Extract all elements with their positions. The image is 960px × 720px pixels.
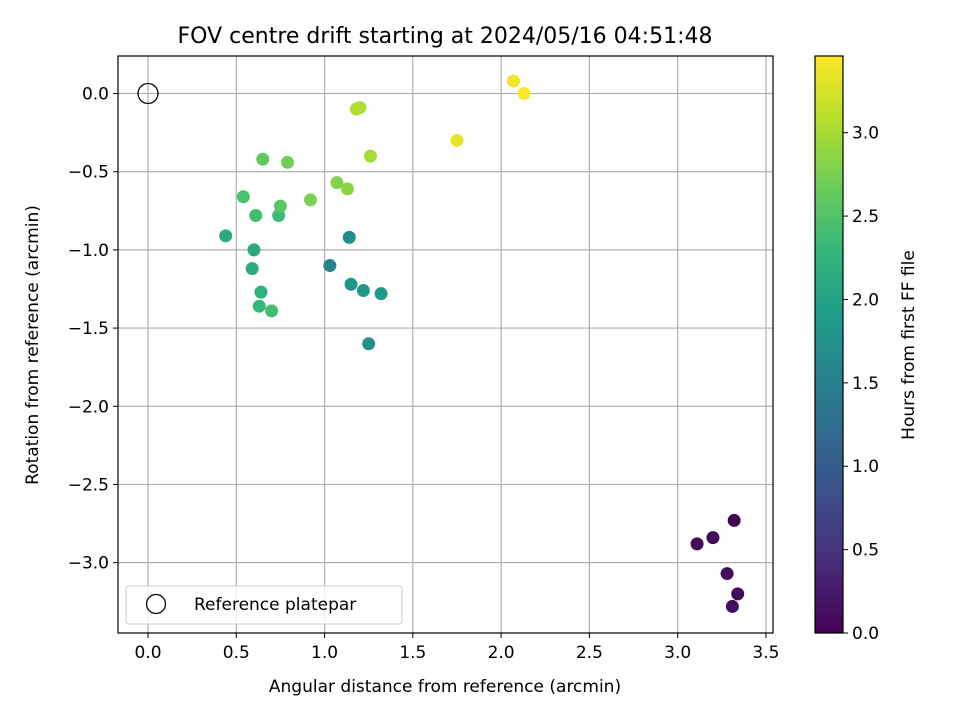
data-points <box>219 74 745 613</box>
y-axis-label: Rotation from reference (arcmin) <box>23 205 43 485</box>
x-tick-label: 3.5 <box>752 643 779 663</box>
x-tick-label: 1.0 <box>311 643 338 663</box>
colorbar-frame <box>814 55 844 634</box>
legend: Reference platepar <box>125 585 403 625</box>
legend-label: Reference platepar <box>194 595 356 615</box>
colorbar-label: Hours from first FF file <box>899 250 919 440</box>
x-tick-label: 0.0 <box>134 643 161 663</box>
y-tick-label: −2.0 <box>68 397 109 417</box>
x-axis-label: Angular distance from reference (arcmin) <box>269 677 621 697</box>
data-point <box>506 74 520 88</box>
colorbar-ticks: 0.0 0.5 1.0 1.5 2.0 2.5 3.0 <box>843 124 879 644</box>
data-point <box>247 243 261 257</box>
data-point <box>252 299 266 313</box>
y-tick-label: 0.0 <box>82 85 109 105</box>
data-point <box>330 176 344 190</box>
x-tick-label: 1.5 <box>399 643 426 663</box>
y-tick-label: −1.5 <box>68 319 109 339</box>
data-point <box>341 182 355 196</box>
colorbar: 0.0 0.5 1.0 1.5 2.0 2.5 3.0 Hours from first F… <box>814 55 919 644</box>
colorbar-tick-label: 3.0 <box>852 124 879 144</box>
x-axis-ticks: 0.0 0.5 1.0 1.5 2.0 2.5 3.0 3.5 <box>134 633 779 663</box>
x-tick-label: 2.5 <box>576 643 603 663</box>
data-point <box>280 155 294 169</box>
gridlines <box>118 56 773 633</box>
data-point <box>690 537 704 551</box>
data-point <box>254 285 268 299</box>
data-point <box>219 229 233 243</box>
reference-point <box>137 82 159 105</box>
plot-background <box>118 56 773 633</box>
y-tick-label: −1.0 <box>68 241 109 261</box>
colorbar-tick-label: 0.5 <box>852 541 879 561</box>
colorbar-tick-label: 2.0 <box>852 290 879 310</box>
data-point <box>265 304 279 318</box>
colorbar-gradient <box>815 56 843 633</box>
x-tick-label: 3.0 <box>664 643 691 663</box>
data-point <box>273 199 287 213</box>
data-point <box>342 230 356 244</box>
legend-reference-marker <box>145 593 167 615</box>
data-point <box>236 190 250 204</box>
y-tick-label: −3.0 <box>68 554 109 574</box>
colorbar-tick-label: 1.0 <box>852 457 879 477</box>
data-point <box>725 599 739 613</box>
data-point <box>727 513 741 527</box>
data-point <box>344 277 358 291</box>
data-point <box>374 287 388 301</box>
data-point <box>362 337 376 351</box>
data-point <box>256 152 270 166</box>
x-tick-label: 2.0 <box>488 643 515 663</box>
y-tick-label: −2.5 <box>68 475 109 495</box>
data-point <box>720 567 734 581</box>
data-point <box>353 101 367 115</box>
colorbar-tick-label: 1.5 <box>852 374 879 394</box>
data-point <box>450 133 464 147</box>
data-point <box>249 208 263 222</box>
data-point <box>303 193 317 207</box>
plot-frame <box>117 55 774 634</box>
data-point <box>323 259 337 273</box>
plot-area: 0.0 0.5 1.0 1.5 2.0 2.5 3.0 3.5 0.0 −0.5 −1.0 −1.5… <box>68 55 779 663</box>
legend-box <box>125 585 403 625</box>
y-tick-label: −0.5 <box>68 163 109 183</box>
reference-marker <box>137 82 159 105</box>
colorbar-tick-label: 0.0 <box>852 624 879 644</box>
data-point <box>363 149 377 163</box>
x-tick-label: 0.5 <box>223 643 250 663</box>
data-point <box>245 262 259 276</box>
data-point <box>356 284 370 298</box>
colorbar-tick-label: 2.5 <box>852 207 879 227</box>
y-axis-ticks: 0.0 −0.5 −1.0 −1.5 −2.0 −2.5 −3.0 <box>68 85 118 574</box>
data-point <box>731 587 745 601</box>
data-point <box>706 531 720 545</box>
chart-title: FOV centre drift starting at 2024/05/16 … <box>178 24 713 49</box>
data-point <box>517 87 531 101</box>
